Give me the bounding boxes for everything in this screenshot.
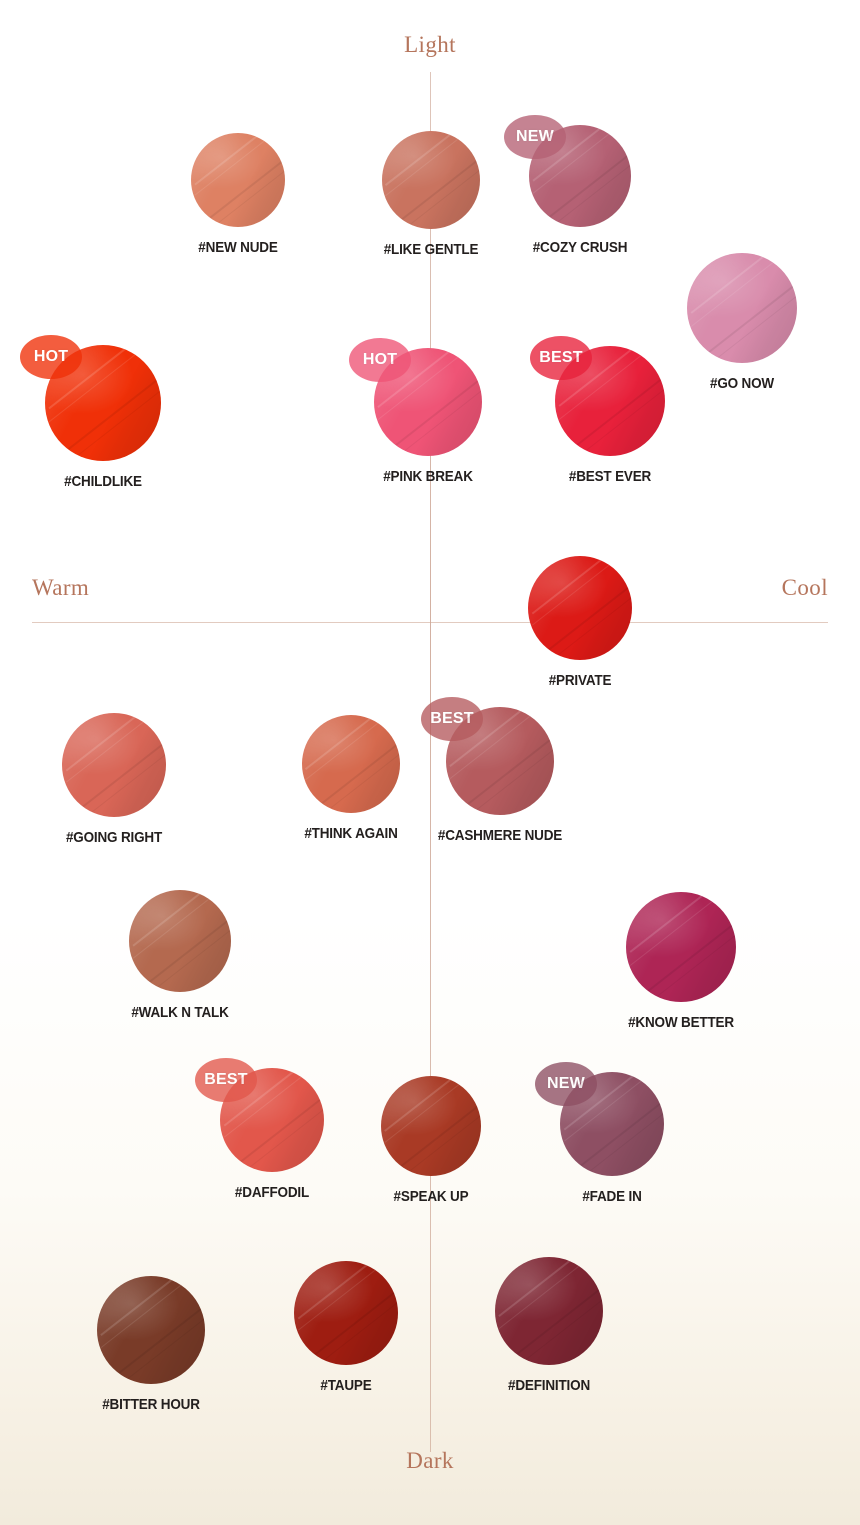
texture-streak [191, 133, 285, 227]
shade-color-blob [302, 715, 400, 813]
shade-label: #NEW NUDE [198, 239, 278, 256]
shade-color-blob [294, 1261, 398, 1365]
shade-label: #SPEAK UP [393, 1188, 469, 1205]
shade-label: #BEST EVER [568, 468, 652, 485]
shade-color-blob [381, 1076, 481, 1176]
shade-label: #CHILDLIKE [64, 473, 142, 490]
texture-streak [381, 1076, 481, 1176]
shade-color-blob [382, 131, 480, 229]
shade-label: #LIKE GENTLE [383, 241, 479, 258]
shade-swatch[interactable]: HOT #PINK BREAK [349, 338, 482, 485]
shade-swatch[interactable]: #BITTER HOUR [97, 1276, 205, 1413]
shade-label: #TAUPE [320, 1377, 372, 1394]
shade-color-blob [495, 1257, 603, 1365]
badge-new: NEW [535, 1062, 597, 1106]
shade-color-blob [191, 133, 285, 227]
texture-streak [528, 556, 632, 660]
shade-color-blob [129, 890, 231, 992]
shade-label: #FADE IN [582, 1188, 642, 1205]
shade-color-blob [97, 1276, 205, 1384]
shade-color-blob [528, 556, 632, 660]
shade-swatch[interactable]: #NEW NUDE [191, 133, 285, 256]
shade-color-blob [45, 345, 161, 461]
texture-streak [62, 713, 166, 817]
texture-streak [495, 1257, 603, 1365]
texture-streak [129, 890, 231, 992]
shade-label: #WALK N TALK [131, 1004, 229, 1021]
badge-best: BEST [530, 336, 592, 380]
shade-label: #DAFFODIL [234, 1184, 310, 1201]
shade-swatch[interactable]: #LIKE GENTLE [382, 131, 480, 258]
texture-streak [97, 1276, 205, 1384]
texture-streak [302, 715, 400, 813]
shade-label: #BITTER HOUR [102, 1396, 200, 1413]
badge-hot: HOT [349, 338, 411, 382]
shade-swatch[interactable]: #PRIVATE [528, 556, 632, 689]
texture-streak [294, 1261, 398, 1365]
shade-swatch[interactable]: NEW #COZY CRUSH [504, 115, 631, 256]
shade-swatch[interactable]: HOT #CHILDLIKE [20, 335, 161, 490]
shade-color-blob [687, 253, 797, 363]
shade-swatch[interactable]: #THINK AGAIN [302, 715, 400, 842]
badge-new: NEW [504, 115, 566, 159]
vertical-axis-line [430, 72, 431, 1452]
shade-swatch[interactable]: NEW #FADE IN [535, 1062, 664, 1205]
axis-label-light: Light [404, 32, 456, 57]
shade-swatch[interactable]: BEST #DAFFODIL [195, 1058, 324, 1201]
axis-label-warm: Warm [32, 575, 90, 600]
badge-hot: HOT [20, 335, 82, 379]
axis-label-cool: Cool [781, 575, 828, 600]
texture-streak [626, 892, 736, 1002]
shade-swatch[interactable]: #DEFINITION [495, 1257, 603, 1394]
shade-label: #KNOW BETTER [628, 1014, 734, 1031]
shade-swatch[interactable]: BEST #CASHMERE NUDE [421, 697, 562, 844]
horizontal-axis-line [32, 622, 828, 623]
shade-swatch[interactable]: #KNOW BETTER [626, 892, 736, 1031]
shade-label: #GOING RIGHT [65, 829, 163, 846]
texture-streak [382, 131, 480, 229]
shade-swatch[interactable]: #GO NOW [687, 253, 797, 392]
shade-swatch[interactable]: #TAUPE [294, 1261, 398, 1394]
shade-swatch[interactable]: #SPEAK UP [381, 1076, 481, 1205]
shade-label: #THINK AGAIN [304, 825, 398, 842]
axis-label-dark: Dark [406, 1448, 454, 1473]
shade-label: #DEFINITION [507, 1377, 591, 1394]
texture-streak [687, 253, 797, 363]
shade-swatch[interactable]: BEST #BEST EVER [530, 336, 665, 485]
badge-best: BEST [421, 697, 483, 741]
shade-swatch[interactable]: #WALK N TALK [129, 890, 231, 1021]
shade-label: #CASHMERE NUDE [437, 827, 563, 844]
shade-label: #PINK BREAK [383, 468, 473, 485]
shade-color-blob [626, 892, 736, 1002]
badge-best: BEST [195, 1058, 257, 1102]
shade-label: #GO NOW [710, 375, 774, 392]
shade-label: #PRIVATE [548, 672, 612, 689]
shade-swatch[interactable]: #GOING RIGHT [62, 713, 166, 846]
shade-label: #COZY CRUSH [532, 239, 628, 256]
shade-color-blob [62, 713, 166, 817]
